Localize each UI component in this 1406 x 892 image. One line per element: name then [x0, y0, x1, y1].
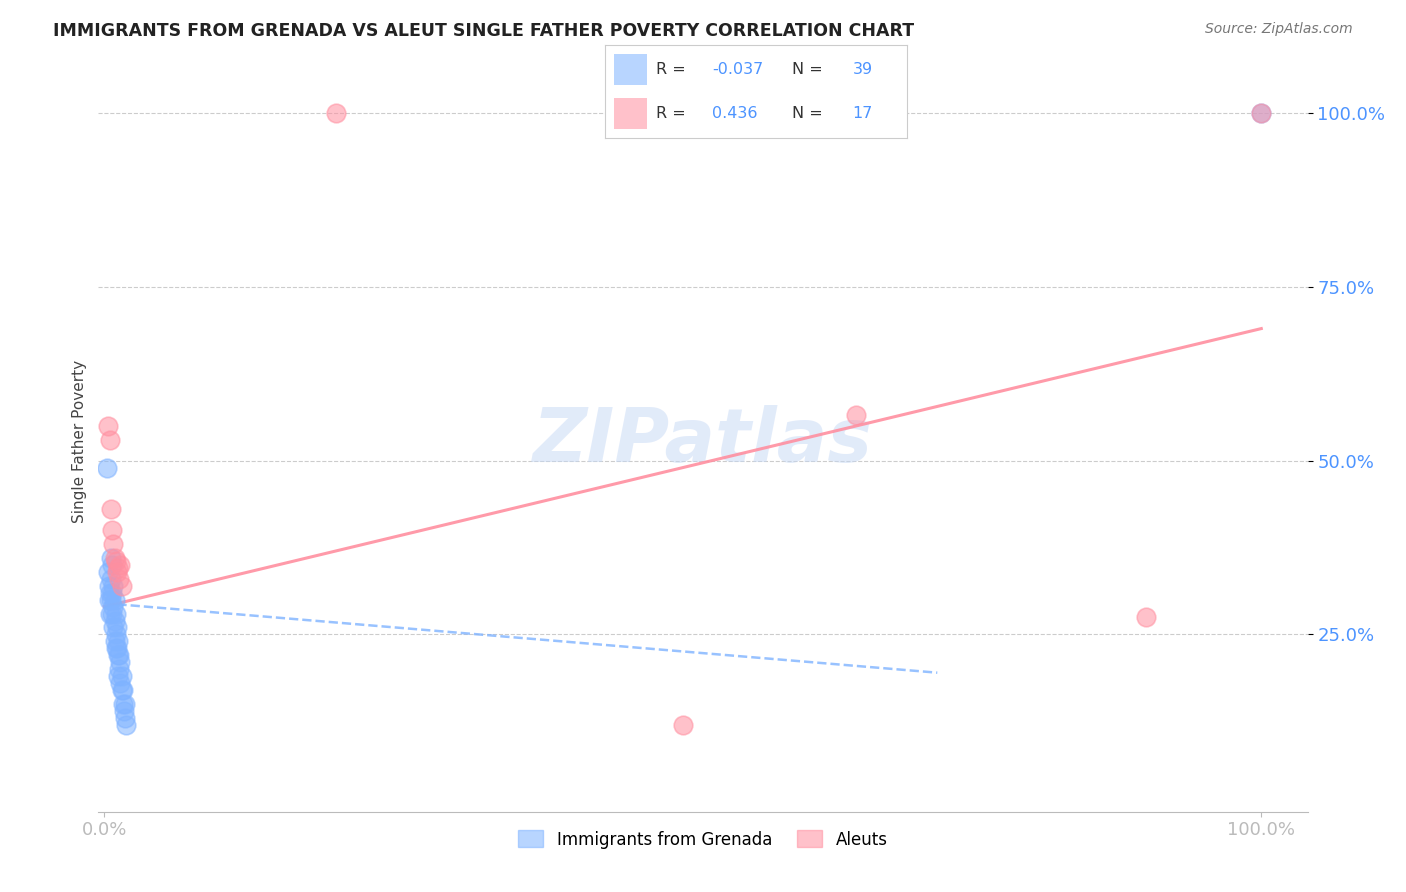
Point [110, 683, 132, 698]
Point [103, 599, 125, 614]
Point [98, 433, 121, 447]
Text: N =: N = [792, 62, 828, 77]
Point [103, 620, 125, 634]
Point [104, 551, 127, 566]
Point [104, 634, 127, 648]
Bar [613, 54, 647, 85]
Point [845, 409, 868, 423]
Point [103, 579, 125, 593]
Point [101, 558, 124, 572]
Point [98, 586, 121, 600]
Point [97, 579, 120, 593]
Point [104, 607, 127, 621]
Text: Source: ZipAtlas.com: Source: ZipAtlas.com [1205, 22, 1353, 37]
Point [105, 620, 128, 634]
Text: 39: 39 [852, 62, 873, 77]
Point [112, 704, 135, 718]
Point [114, 711, 136, 725]
Point [108, 648, 131, 663]
Point [107, 669, 129, 683]
Point [100, 572, 122, 586]
Point [105, 641, 128, 656]
Point [1135, 610, 1157, 624]
Point [114, 697, 136, 711]
Point [108, 572, 131, 586]
Point [104, 641, 127, 656]
Point [100, 592, 122, 607]
Point [1250, 106, 1272, 120]
Text: R =: R = [657, 62, 690, 77]
Point [104, 554, 127, 568]
Point [672, 718, 695, 732]
Point [110, 558, 132, 572]
Point [104, 614, 127, 628]
Point [105, 565, 128, 579]
Text: N =: N = [792, 106, 828, 121]
Point [107, 634, 129, 648]
Point [110, 669, 132, 683]
Point [108, 662, 131, 676]
Point [97, 565, 120, 579]
Point [107, 561, 129, 575]
Text: ZIPatlas: ZIPatlas [533, 405, 873, 478]
Point [100, 502, 122, 516]
Point [101, 586, 124, 600]
Point [1250, 106, 1272, 120]
Point [103, 537, 125, 551]
Point [104, 627, 127, 641]
Legend: Immigrants from Grenada, Aleuts: Immigrants from Grenada, Aleuts [512, 823, 894, 855]
Point [98, 607, 121, 621]
Text: 17: 17 [852, 106, 873, 121]
Point [97, 418, 120, 433]
Point [110, 579, 132, 593]
Text: IMMIGRANTS FROM GRENADA VS ALEUT SINGLE FATHER POVERTY CORRELATION CHART: IMMIGRANTS FROM GRENADA VS ALEUT SINGLE … [53, 22, 914, 40]
Point [110, 655, 132, 669]
Point [110, 676, 132, 690]
Point [96, 460, 118, 475]
Text: R =: R = [657, 106, 690, 121]
Point [115, 718, 138, 732]
Point [107, 648, 129, 663]
Point [101, 523, 124, 537]
Point [111, 683, 134, 698]
Bar [613, 98, 647, 129]
Point [100, 551, 122, 566]
Point [101, 607, 124, 621]
Point [325, 106, 347, 120]
Point [111, 697, 134, 711]
Point [104, 592, 127, 607]
Y-axis label: Single Father Poverty: Single Father Poverty [72, 360, 87, 523]
Text: -0.037: -0.037 [711, 62, 763, 77]
Text: 0.436: 0.436 [711, 106, 758, 121]
Point [97, 592, 120, 607]
